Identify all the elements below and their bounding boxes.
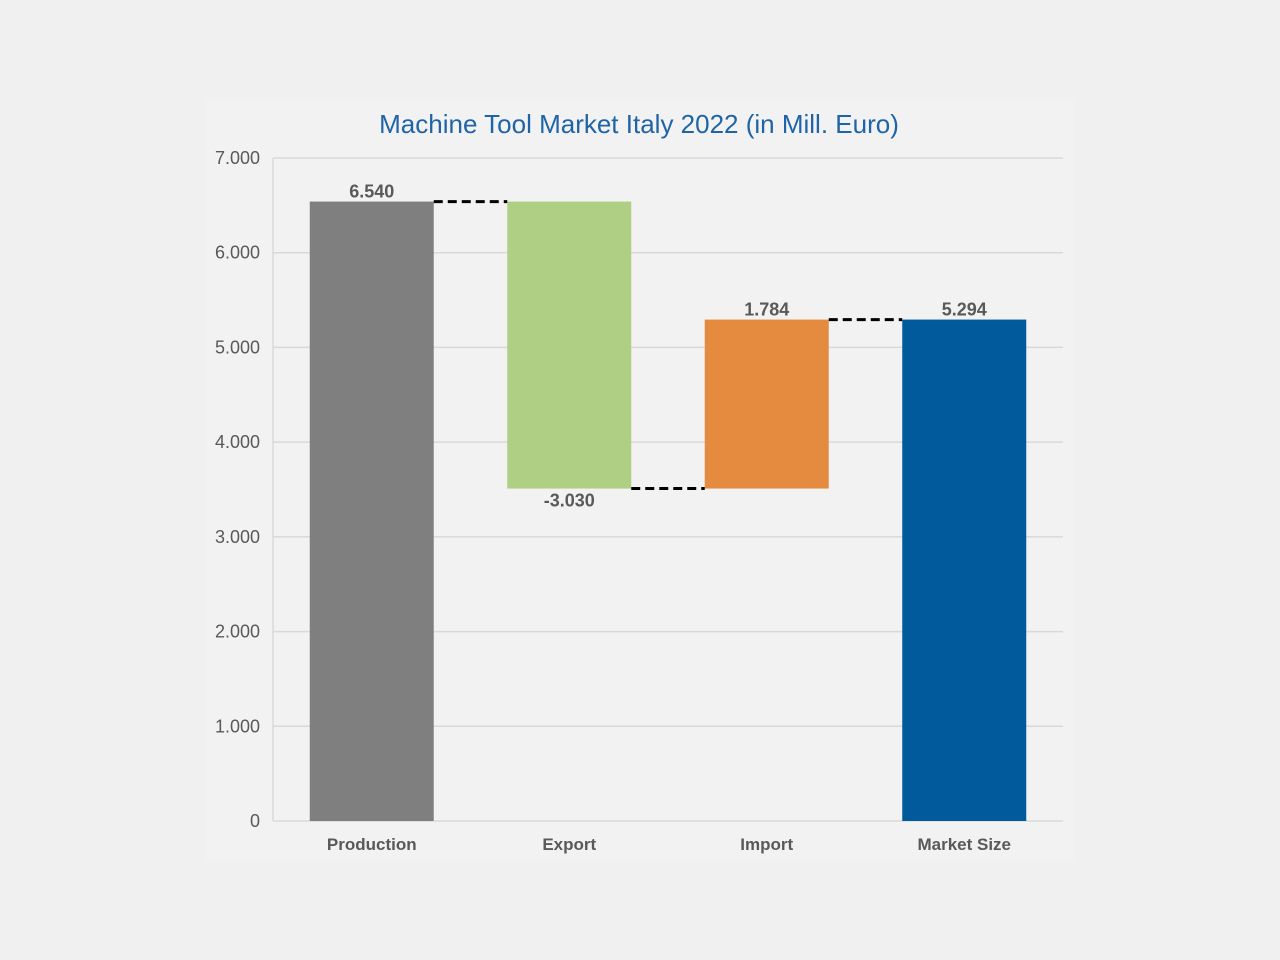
y-tick-label: 5.000 (215, 337, 260, 357)
category-label: Export (542, 835, 596, 854)
data-label: 5.294 (942, 300, 987, 320)
value-labels: 6.540 -3.030 1.784 5.294 (349, 182, 987, 511)
category-label: Import (740, 835, 793, 854)
data-label: -3.030 (544, 491, 595, 511)
y-tick-label: 2.000 (215, 622, 260, 642)
y-tick-label: 1.000 (215, 716, 260, 736)
data-label: 6.540 (349, 182, 394, 202)
bar-import (704, 319, 829, 489)
bar-market-size (902, 319, 1027, 821)
y-axis-ticks: 0 1.000 2.000 3.000 4.000 5.000 6.000 7.000 (215, 148, 260, 831)
connectors (433, 200, 903, 491)
category-labels: Production Export Import Market Size (327, 835, 1011, 854)
y-tick-label: 3.000 (215, 527, 260, 547)
bar-production (309, 201, 434, 821)
y-tick-label: 7.000 (215, 148, 260, 168)
bar-export (507, 201, 632, 489)
bars (309, 201, 1027, 821)
data-label: 1.784 (744, 300, 789, 320)
y-tick-label: 4.000 (215, 432, 260, 452)
category-label: Production (327, 835, 417, 854)
category-label: Market Size (917, 835, 1011, 854)
y-tick-label: 6.000 (215, 243, 260, 263)
chart-title: Machine Tool Market Italy 2022 (in Mill.… (379, 109, 899, 139)
y-tick-label: 0 (250, 811, 260, 831)
